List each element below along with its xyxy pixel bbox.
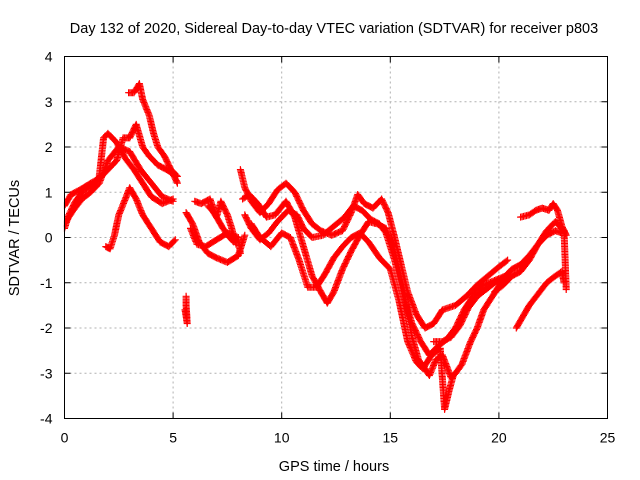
data-point-marker [173, 172, 181, 180]
data-point-marker [171, 236, 179, 244]
y-tick-label: -4 [40, 411, 53, 427]
data-point-marker [502, 257, 510, 265]
x-axis-label: GPS time / hours [279, 459, 389, 475]
plot-frame [64, 56, 608, 419]
data-point-marker [562, 286, 570, 293]
data-point-marker [241, 231, 249, 239]
data-point-marker [560, 279, 568, 287]
data-point-marker [173, 179, 181, 187]
x-tick-label: 0 [61, 430, 69, 446]
series-track-e [125, 80, 181, 180]
data-point-marker [449, 372, 457, 379]
y-tick-label: -1 [40, 275, 53, 291]
data-point-marker [170, 237, 178, 245]
x-tick-label: 25 [600, 430, 616, 446]
series-track-c [63, 129, 177, 232]
x-tick-label: 20 [491, 430, 507, 446]
data-point-marker [181, 306, 189, 314]
data-point-marker [504, 256, 512, 264]
series-track-f [181, 292, 191, 327]
data-point-marker [562, 230, 570, 238]
y-tick-label: 0 [45, 230, 53, 246]
series-track-p [491, 218, 570, 296]
data-markers [63, 80, 570, 413]
series-track-l [241, 202, 509, 359]
axis-ticks: 0 5 10 15 20 25 -4 -3 -2 -1 0 1 2 3 4 [40, 49, 615, 446]
data-point-marker [232, 240, 240, 248]
chart-title: Day 132 of 2020, Sidereal Day-to-day VTE… [70, 21, 598, 37]
y-tick-label: 4 [45, 49, 53, 65]
series-track-q [512, 267, 568, 332]
x-tick-label: 10 [274, 430, 290, 446]
y-axis-label: SDTVAR / TECUs [7, 180, 23, 296]
series-track-r [517, 200, 570, 239]
y-tick-label: 2 [45, 139, 53, 155]
x-tick-label: 15 [383, 430, 399, 446]
data-point-marker [236, 249, 244, 257]
series-track-d [102, 184, 179, 253]
y-tick-label: -3 [40, 365, 53, 381]
data-point-marker [172, 171, 180, 179]
y-tick-label: -2 [40, 320, 53, 336]
x-tick-label: 5 [169, 430, 177, 446]
series-track-n [247, 220, 457, 413]
data-point-marker [169, 195, 177, 203]
series-track-j [204, 197, 240, 248]
y-tick-label: 1 [45, 184, 53, 200]
y-tick-label: 3 [45, 94, 53, 110]
data-point-marker [562, 231, 570, 239]
